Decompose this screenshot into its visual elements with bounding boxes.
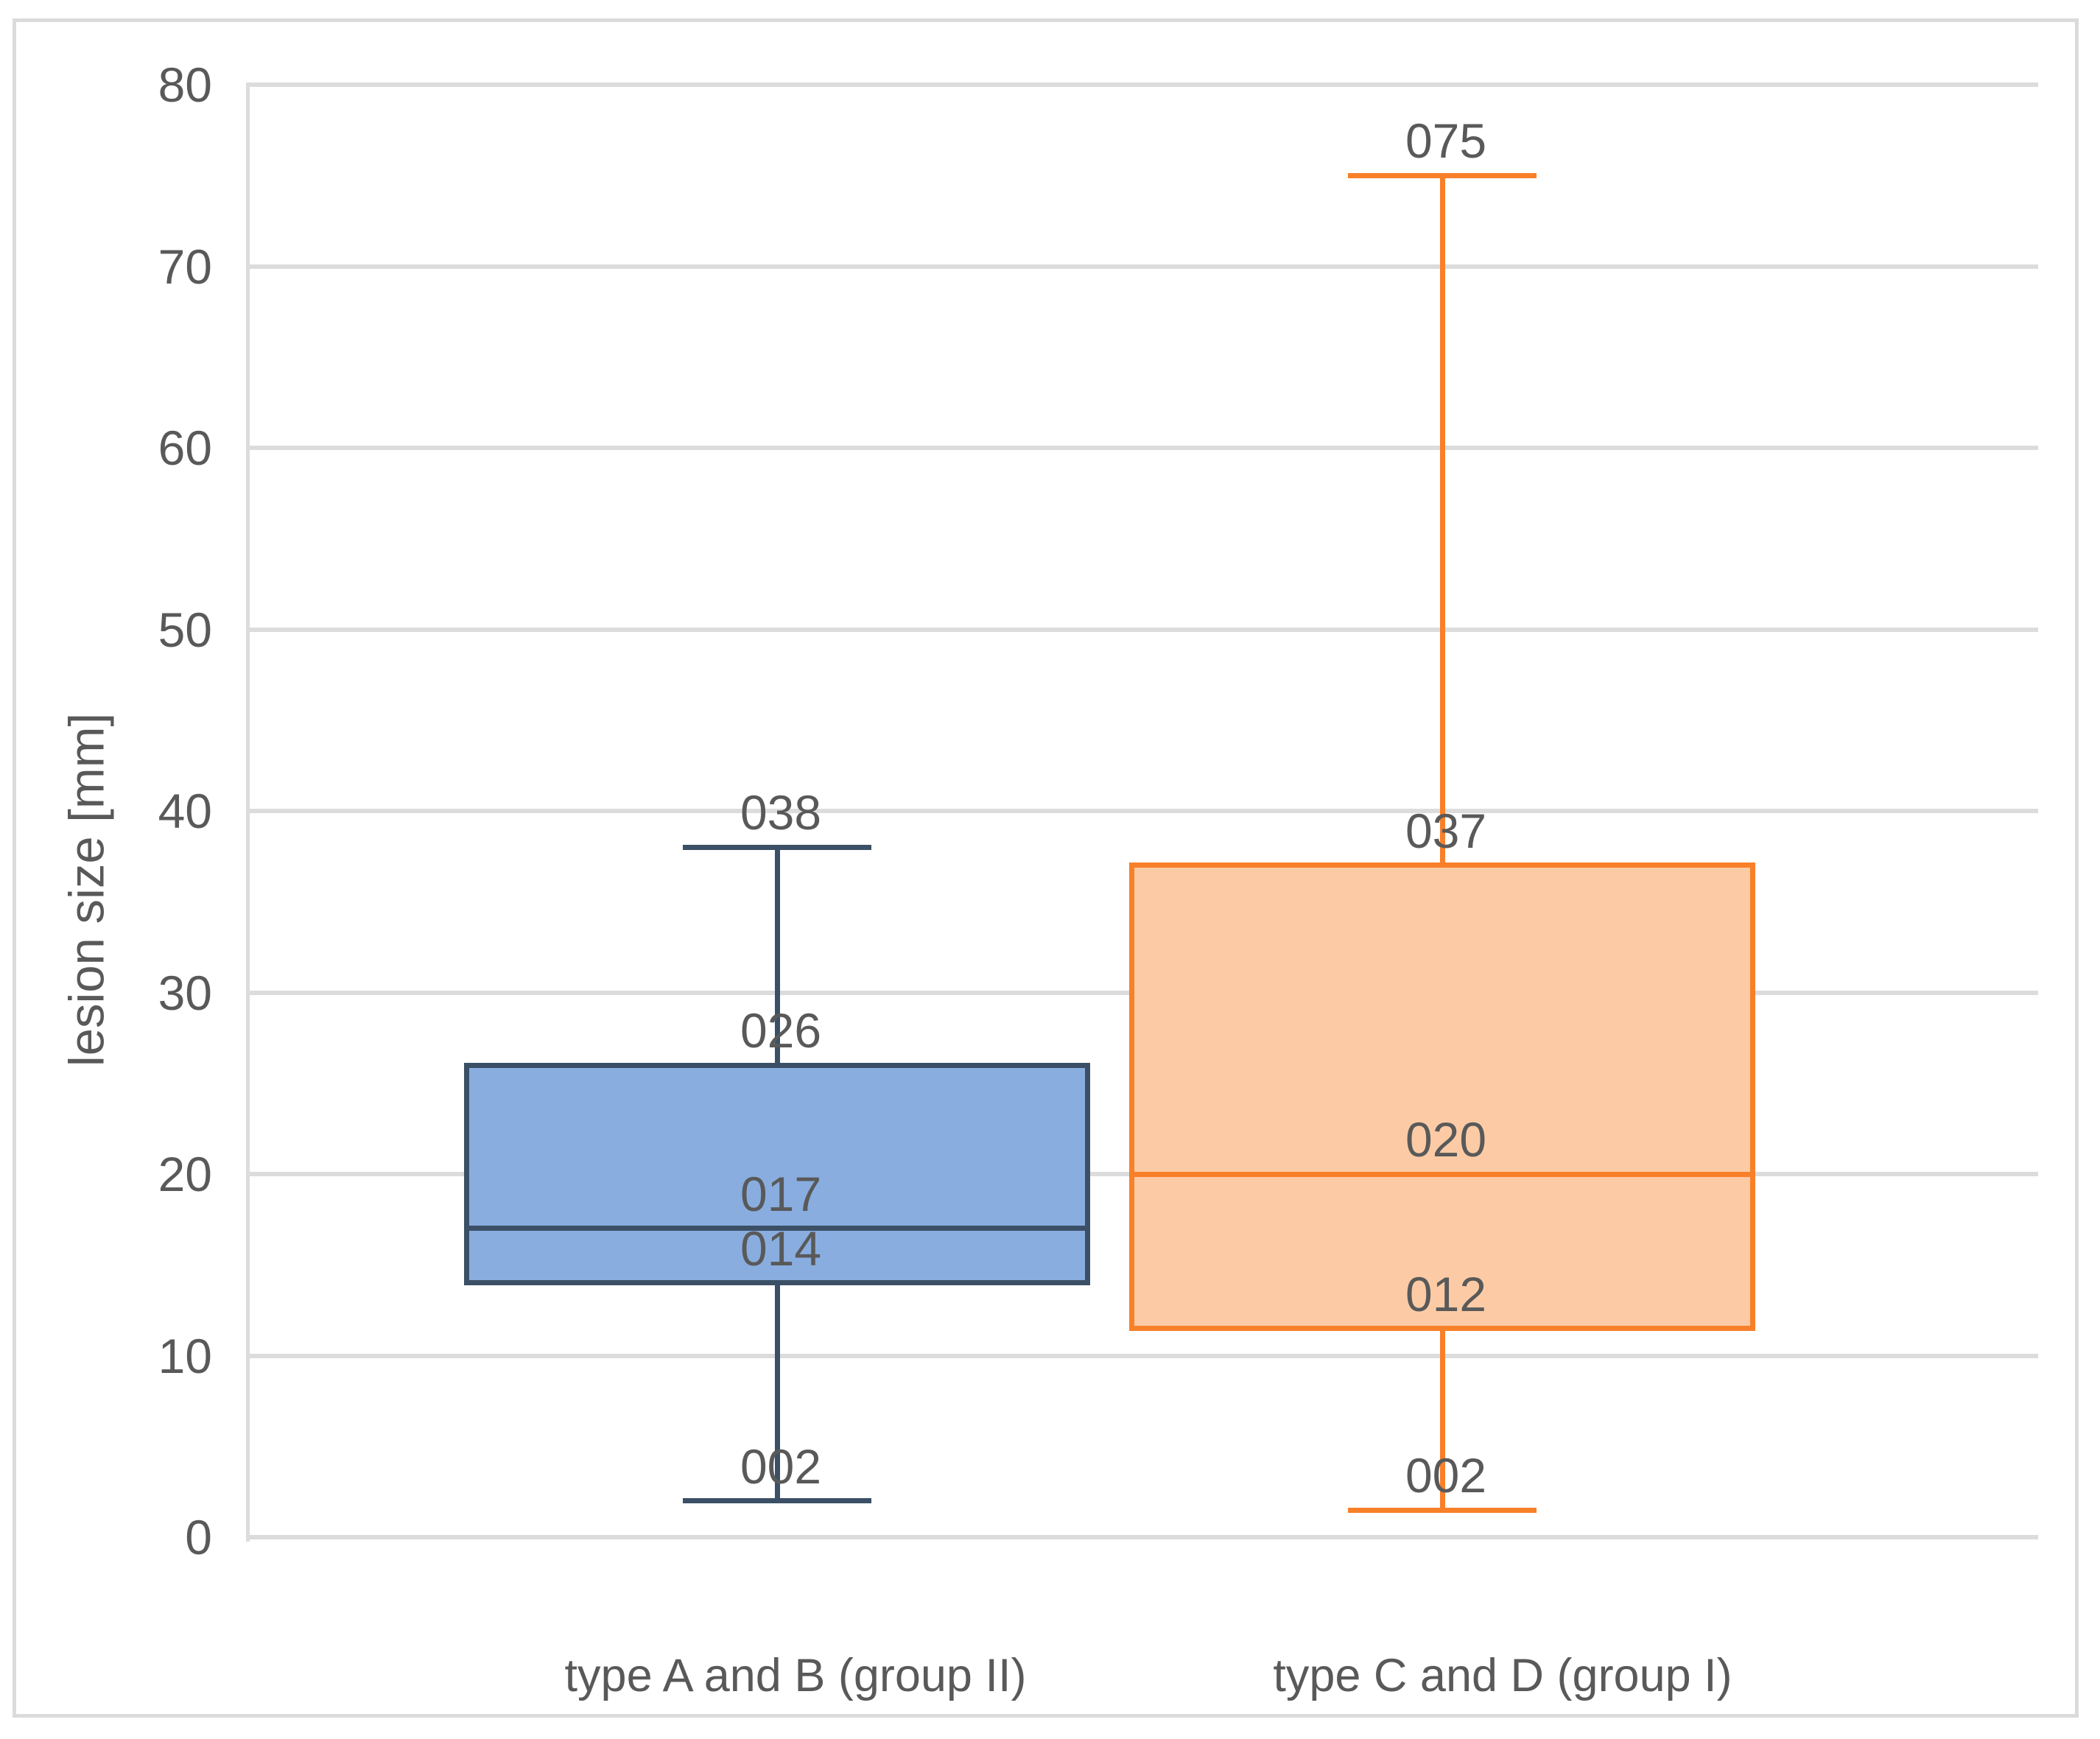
gridline <box>249 809 2038 813</box>
data-label-max: 038 <box>740 785 822 840</box>
gridline <box>249 627 2038 632</box>
box <box>1129 863 1755 1331</box>
y-tick-label: 30 <box>158 965 212 1020</box>
chart-border: lesion size [mm] 0 10 20 30 40 50 60 70 80 038 026… <box>13 18 2079 1718</box>
y-tick-label: 10 <box>158 1328 212 1383</box>
y-tick-label: 80 <box>158 57 212 112</box>
whisker-line <box>1439 1328 1445 1511</box>
whisker-line <box>1439 175 1445 865</box>
median-line <box>1129 1171 1755 1177</box>
y-tick-label: 60 <box>158 421 212 475</box>
y-tick-label: 70 <box>158 239 212 294</box>
median-line <box>464 1226 1090 1232</box>
data-label-median: 020 <box>1405 1112 1487 1167</box>
gridline <box>249 1535 2038 1539</box>
category-label: type A and B (group II) <box>564 1650 1027 1701</box>
data-label-median: 017 <box>740 1166 822 1221</box>
whisker-cap <box>683 844 871 850</box>
data-label-q1: 012 <box>1405 1266 1487 1321</box>
whisker-cap <box>683 1498 871 1504</box>
data-label-q1: 014 <box>740 1220 822 1276</box>
gridline <box>249 264 2038 269</box>
whisker-cap <box>1348 172 1537 178</box>
gridline <box>249 446 2038 450</box>
y-tick-label: 40 <box>158 784 212 838</box>
whisker-line <box>774 847 780 1066</box>
gridline <box>249 1353 2038 1358</box>
y-tick-label: 0 <box>185 1510 212 1564</box>
data-label-q3: 037 <box>1405 803 1487 858</box>
data-label-max: 075 <box>1405 113 1487 169</box>
whisker-line <box>774 1282 780 1501</box>
y-axis-line <box>246 82 250 1542</box>
data-label-min: 002 <box>740 1438 822 1494</box>
data-label-q3: 026 <box>740 1003 822 1058</box>
category-label: type C and D (group I) <box>1273 1650 1732 1701</box>
box <box>464 1062 1090 1286</box>
data-label-min: 002 <box>1405 1448 1487 1503</box>
y-tick-label: 50 <box>158 602 212 657</box>
gridline <box>249 82 2038 87</box>
y-tick-label: 20 <box>158 1147 212 1201</box>
whisker-cap <box>1348 1507 1537 1513</box>
